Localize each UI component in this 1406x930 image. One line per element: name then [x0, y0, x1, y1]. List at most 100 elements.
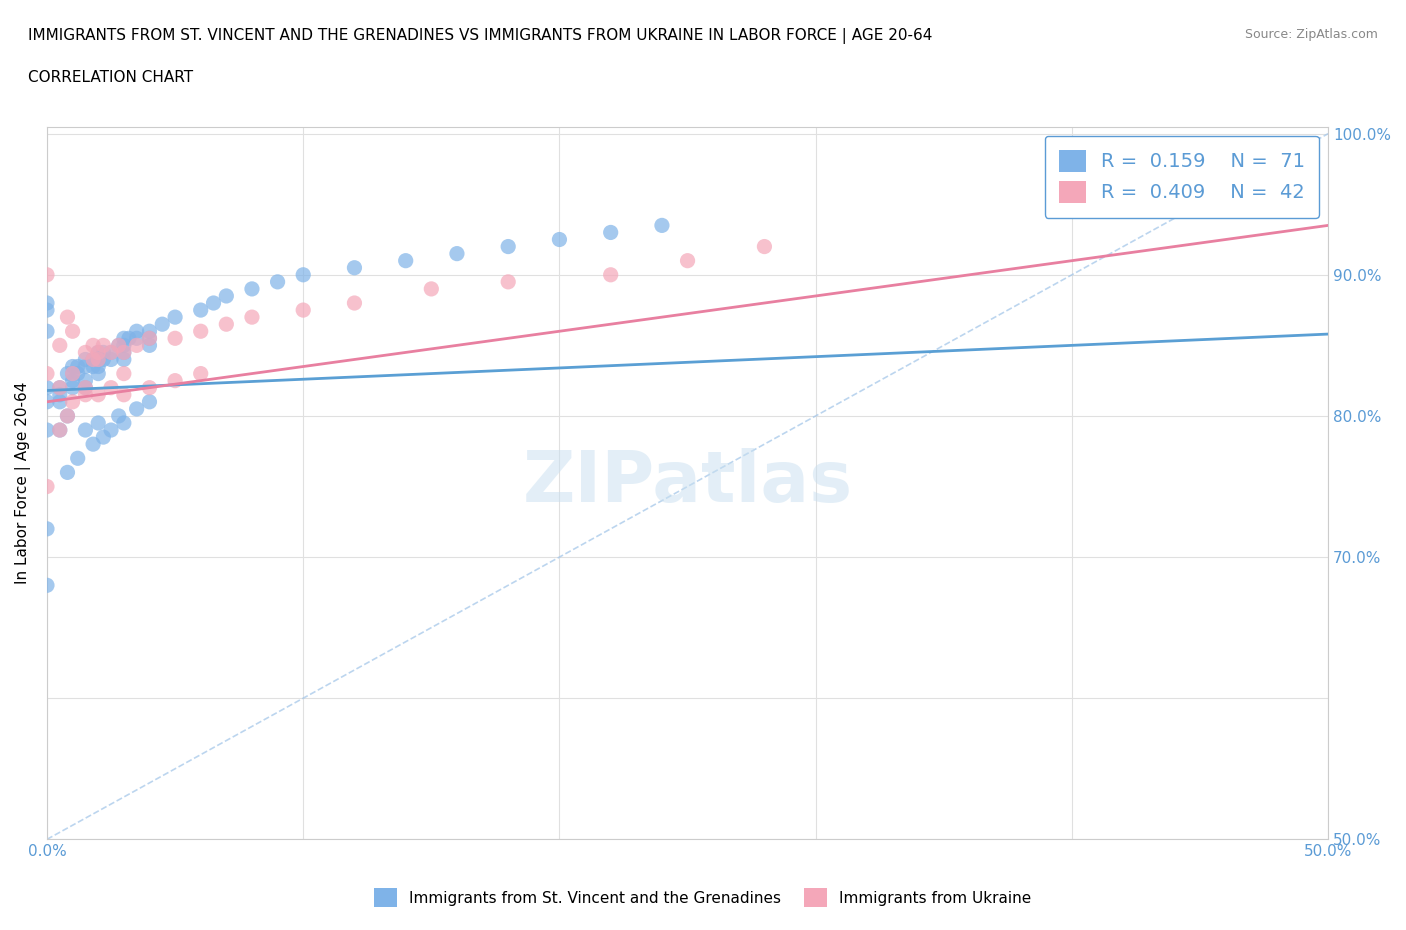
Point: [66, 366, 89, 381]
Point: [62, 373, 84, 388]
Point: [35, 366, 58, 381]
Point: [49, 422, 72, 437]
Point: [66, 359, 89, 374]
Legend: Immigrants from St. Vincent and the Grenadines, Immigrants from Ukraine: Immigrants from St. Vincent and the Gren…: [368, 883, 1038, 913]
Point: [138, 394, 160, 409]
Text: CORRELATION CHART: CORRELATION CHART: [28, 70, 193, 85]
Point: [62, 394, 84, 409]
Point: [49, 394, 72, 409]
Point: [82, 352, 104, 367]
Point: [446, 246, 468, 261]
Point: [62, 380, 84, 395]
Point: [599, 225, 621, 240]
Point: [190, 302, 212, 317]
Point: [676, 253, 699, 268]
Point: [125, 338, 148, 352]
Point: [82, 437, 104, 452]
Point: [93, 345, 115, 360]
Point: [35, 380, 58, 395]
Point: [35, 302, 58, 317]
Point: [82, 352, 104, 367]
Point: [56, 408, 79, 423]
Point: [100, 422, 122, 437]
Point: [420, 282, 443, 297]
Point: [599, 267, 621, 282]
Text: IMMIGRANTS FROM ST. VINCENT AND THE GRENADINES VS IMMIGRANTS FROM UKRAINE IN LAB: IMMIGRANTS FROM ST. VINCENT AND THE GREN…: [28, 28, 932, 44]
Point: [100, 352, 122, 367]
Point: [112, 338, 135, 352]
Point: [112, 366, 135, 381]
Point: [138, 338, 160, 352]
Point: [112, 352, 135, 367]
Point: [75, 359, 97, 374]
Point: [93, 352, 115, 367]
Point: [112, 345, 135, 360]
Point: [93, 430, 115, 445]
Point: [190, 324, 212, 339]
Point: [56, 310, 79, 325]
Point: [87, 416, 110, 431]
Point: [87, 359, 110, 374]
Y-axis label: In Labor Force | Age 20-64: In Labor Force | Age 20-64: [15, 382, 31, 584]
Point: [266, 274, 288, 289]
Point: [112, 345, 135, 360]
Point: [35, 324, 58, 339]
Point: [35, 479, 58, 494]
Point: [66, 451, 89, 466]
Point: [93, 338, 115, 352]
Point: [107, 338, 129, 352]
Point: [75, 387, 97, 402]
Point: [165, 310, 187, 325]
Point: [87, 387, 110, 402]
Point: [496, 239, 519, 254]
Point: [49, 387, 72, 402]
Point: [754, 239, 776, 254]
Point: [56, 366, 79, 381]
Point: [87, 345, 110, 360]
Point: [651, 218, 673, 232]
Point: [35, 422, 58, 437]
Point: [343, 296, 366, 311]
Point: [190, 366, 212, 381]
Point: [215, 288, 238, 303]
Point: [292, 302, 315, 317]
Point: [240, 282, 263, 297]
Point: [75, 380, 97, 395]
Point: [87, 345, 110, 360]
Point: [82, 338, 104, 352]
Point: [62, 359, 84, 374]
Point: [125, 331, 148, 346]
Point: [138, 331, 160, 346]
Point: [343, 260, 366, 275]
Point: [112, 331, 135, 346]
Point: [87, 352, 110, 367]
Point: [395, 253, 418, 268]
Point: [75, 422, 97, 437]
Point: [56, 408, 79, 423]
Text: ZIPatlas: ZIPatlas: [523, 448, 852, 517]
Point: [548, 232, 571, 247]
Point: [138, 331, 160, 346]
Point: [49, 380, 72, 395]
Point: [49, 338, 72, 352]
Point: [138, 380, 160, 395]
Point: [35, 267, 58, 282]
Point: [215, 317, 238, 332]
Point: [75, 373, 97, 388]
Point: [125, 324, 148, 339]
Text: Source: ZipAtlas.com: Source: ZipAtlas.com: [1244, 28, 1378, 41]
Point: [292, 267, 315, 282]
Point: [87, 352, 110, 367]
Point: [62, 366, 84, 381]
Point: [75, 345, 97, 360]
Point: [118, 331, 141, 346]
Point: [100, 345, 122, 360]
Point: [496, 274, 519, 289]
Legend: R =  0.159    N =  71, R =  0.409    N =  42: R = 0.159 N = 71, R = 0.409 N = 42: [1045, 136, 1319, 218]
Point: [202, 296, 225, 311]
Point: [35, 394, 58, 409]
Point: [165, 373, 187, 388]
Point: [150, 317, 173, 332]
Point: [138, 324, 160, 339]
Point: [35, 296, 58, 311]
